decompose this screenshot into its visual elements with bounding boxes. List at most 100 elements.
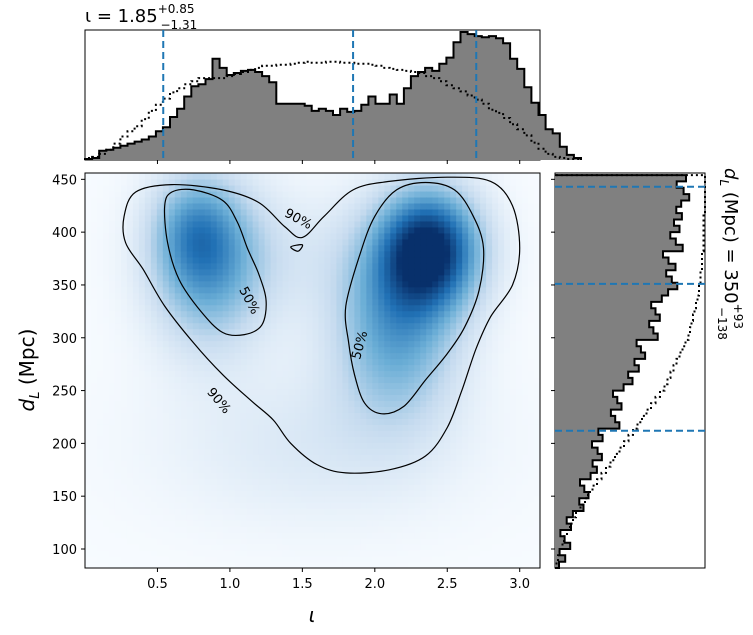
heatmap-cell: [126, 532, 134, 539]
heatmap-cell: [294, 256, 302, 264]
heatmap-cell: [150, 256, 158, 264]
heatmap-cell: [120, 304, 128, 312]
heatmap-cell: [90, 514, 98, 521]
heatmap-cell: [126, 550, 134, 557]
heatmap-cell: [144, 280, 152, 288]
heatmap-cell: [85, 532, 92, 539]
heatmap-cell: [258, 274, 266, 282]
heatmap-cell: [378, 256, 385, 264]
heatmap-cell: [180, 208, 188, 216]
heatmap-cell: [282, 556, 290, 563]
heatmap-cell: [462, 406, 469, 413]
heatmap-cell: [174, 208, 182, 216]
heatmap-cell: [300, 418, 308, 425]
heatmap-cell: [168, 538, 176, 545]
heatmap-cell: [156, 244, 164, 252]
heatmap-cell: [150, 442, 158, 449]
heatmap-cell: [108, 550, 116, 557]
heatmap-cell: [222, 394, 230, 402]
heatmap-cell: [432, 226, 439, 234]
heatmap-cell: [528, 322, 535, 330]
heatmap-cell: [486, 238, 493, 246]
heatmap-cell: [462, 262, 469, 270]
heatmap-cell: [516, 400, 523, 407]
heatmap-cell: [492, 262, 499, 270]
heatmap-cell: [270, 448, 278, 455]
heatmap-cell: [216, 538, 224, 545]
heatmap-cell: [168, 544, 176, 551]
heatmap-cell: [522, 484, 529, 491]
heatmap-cell: [330, 340, 338, 348]
heatmap-cell: [198, 490, 206, 497]
heatmap-cell: [354, 358, 361, 366]
heatmap-cell: [378, 550, 385, 557]
heatmap-cell: [162, 322, 170, 330]
heatmap-cell: [414, 484, 421, 491]
heatmap-cell: [312, 412, 320, 419]
heatmap-cell: [522, 173, 529, 180]
heatmap-cell: [168, 346, 176, 354]
heatmap-cell: [534, 478, 540, 485]
heatmap-cell: [510, 268, 517, 276]
heatmap-cell: [186, 232, 194, 240]
heatmap-cell: [114, 364, 122, 372]
heatmap-cell: [162, 214, 170, 222]
heatmap-cell: [474, 514, 481, 521]
heatmap-cell: [156, 208, 164, 216]
heatmap-cell: [348, 544, 356, 551]
heatmap-cell: [252, 502, 260, 509]
heatmap-cell: [486, 322, 493, 330]
heatmap-cell: [360, 526, 367, 533]
heatmap-cell: [276, 430, 284, 437]
heatmap-cell: [318, 550, 326, 557]
heatmap-cell: [162, 562, 170, 568]
heatmap-cell: [252, 358, 260, 366]
heatmap-cell: [132, 538, 140, 545]
heatmap-cell: [264, 202, 272, 210]
heatmap-cell: [468, 268, 475, 276]
heatmap-cell: [510, 310, 517, 318]
heatmap-cell: [510, 394, 517, 402]
heatmap-cell: [258, 250, 266, 258]
heatmap-cell: [270, 196, 278, 204]
heatmap-cell: [222, 190, 230, 198]
heatmap-cell: [228, 190, 236, 198]
heatmap-cell: [462, 208, 469, 216]
heatmap-cell: [150, 388, 158, 396]
heatmap-cell: [264, 244, 272, 252]
heatmap-cell: [456, 526, 463, 533]
heatmap-cell: [294, 316, 302, 324]
heatmap-cell: [534, 424, 540, 431]
heatmap-cell: [516, 376, 523, 384]
heatmap-cell: [120, 430, 128, 437]
heatmap-cell: [222, 202, 230, 210]
heatmap-cell: [144, 466, 152, 473]
heatmap-cell: [186, 262, 194, 270]
heatmap-cell: [246, 388, 254, 396]
heatmap-cell: [414, 496, 421, 503]
heatmap-cell: [222, 418, 230, 425]
heatmap-cell: [306, 382, 314, 390]
heatmap-cell: [360, 466, 367, 473]
heatmap-cell: [474, 322, 481, 330]
heatmap-cell: [456, 340, 463, 348]
heatmap-cell: [336, 412, 344, 419]
heatmap-cell: [498, 376, 505, 384]
heatmap-cell: [126, 196, 134, 204]
heatmap-cell: [192, 388, 200, 396]
heatmap-cell: [162, 400, 170, 407]
heatmap-cell: [222, 370, 230, 378]
heatmap-cell: [426, 226, 433, 234]
heatmap-cell: [528, 280, 535, 288]
heatmap-cell: [462, 538, 469, 545]
heatmap-cell: [204, 178, 212, 186]
heatmap-cell: [264, 250, 272, 258]
heatmap-cell: [450, 496, 457, 503]
heatmap-cell: [294, 538, 302, 545]
heatmap-cell: [252, 406, 260, 413]
heatmap-cell: [102, 208, 110, 216]
heatmap-cell: [438, 256, 445, 264]
heatmap-cell: [414, 352, 421, 360]
heatmap-cell: [150, 310, 158, 318]
heatmap-cell: [402, 550, 409, 557]
